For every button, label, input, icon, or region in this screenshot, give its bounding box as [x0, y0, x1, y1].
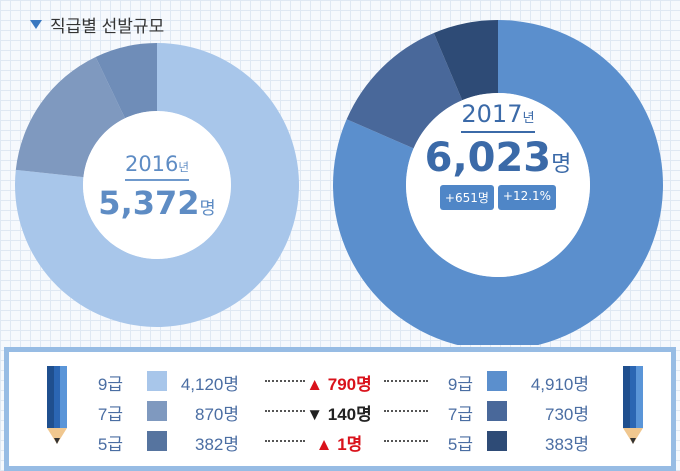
- year-2017: 2017년: [461, 100, 535, 133]
- year-2016: 2016년: [124, 152, 190, 181]
- donut-slice-2016-5급: [95, 43, 157, 119]
- grade-label: 5급: [447, 435, 473, 454]
- legend-swatch: [487, 431, 507, 451]
- label-2017: 2017년 6,023명 +651명 +12.1%: [418, 100, 578, 210]
- donut-slice-2017-9급: [333, 20, 663, 345]
- count-2016: 382명: [194, 435, 239, 454]
- count-2016: 870명: [194, 405, 239, 424]
- badge-count: +651명: [439, 185, 494, 210]
- chart-title: 직급별 선발규모: [30, 12, 164, 37]
- triangle-down-icon: ▼: [306, 405, 324, 424]
- legend-swatch: [147, 371, 167, 391]
- donut-charts: [15, 20, 663, 345]
- dotted-leader: [384, 440, 428, 442]
- legend-swatch: [487, 401, 507, 421]
- donut-slice-2016-9급: [15, 43, 300, 328]
- legend-swatch: [487, 371, 507, 391]
- badge-percent: +12.1%: [497, 185, 557, 210]
- count-2017: 730명: [544, 405, 589, 424]
- donut-slice-2016-7급: [15, 56, 126, 178]
- grade-label: 9급: [447, 375, 473, 394]
- change-value: ▲ 1명: [315, 435, 363, 454]
- total-2016: 5,372명: [98, 184, 216, 222]
- triangle-down-icon: [30, 20, 42, 29]
- donut-slice-2017-7급: [346, 32, 463, 149]
- table-row: 5급 382명 ▲ 1명 5급 383명: [9, 428, 671, 454]
- triangle-up-icon: ▲: [315, 435, 333, 454]
- grade-label: 9급: [97, 375, 123, 394]
- count-2017: 4,910명: [530, 375, 589, 394]
- pencil-icon: [623, 366, 643, 444]
- donut-slice-2017-5급: [433, 20, 498, 101]
- triangle-up-icon: ▲: [306, 375, 324, 394]
- change-badges: +651명 +12.1%: [418, 185, 578, 210]
- dotted-leader: [384, 410, 428, 412]
- label-2016: 2016년 5,372명: [92, 152, 222, 222]
- total-2017: 6,023명: [424, 135, 572, 181]
- grade-label: 7급: [447, 405, 473, 424]
- count-2017: 383명: [544, 435, 589, 454]
- count-2016: 4,120명: [180, 375, 239, 394]
- legend-swatch: [147, 401, 167, 421]
- comparison-panel: 9급 4,120명 ▲ 790명 9급 4,910명 7급 870명 ▼ 140…: [4, 347, 676, 471]
- table-row: 7급 870명 ▼ 140명 7급 730명: [9, 398, 671, 424]
- change-value: ▼ 140명: [306, 405, 372, 424]
- legend-swatch: [147, 431, 167, 451]
- donut-hole-2016: [83, 111, 231, 259]
- pencil-icon: [47, 366, 67, 444]
- dotted-leader: [265, 440, 305, 442]
- dotted-leader: [384, 380, 428, 382]
- dotted-leader: [265, 410, 305, 412]
- title-text: 직급별 선발규모: [50, 17, 165, 36]
- change-value: ▲ 790명: [306, 375, 372, 394]
- grade-label: 5급: [97, 435, 123, 454]
- grade-label: 7급: [97, 405, 123, 424]
- dotted-leader: [265, 380, 305, 382]
- table-row: 9급 4,120명 ▲ 790명 9급 4,910명: [9, 368, 671, 394]
